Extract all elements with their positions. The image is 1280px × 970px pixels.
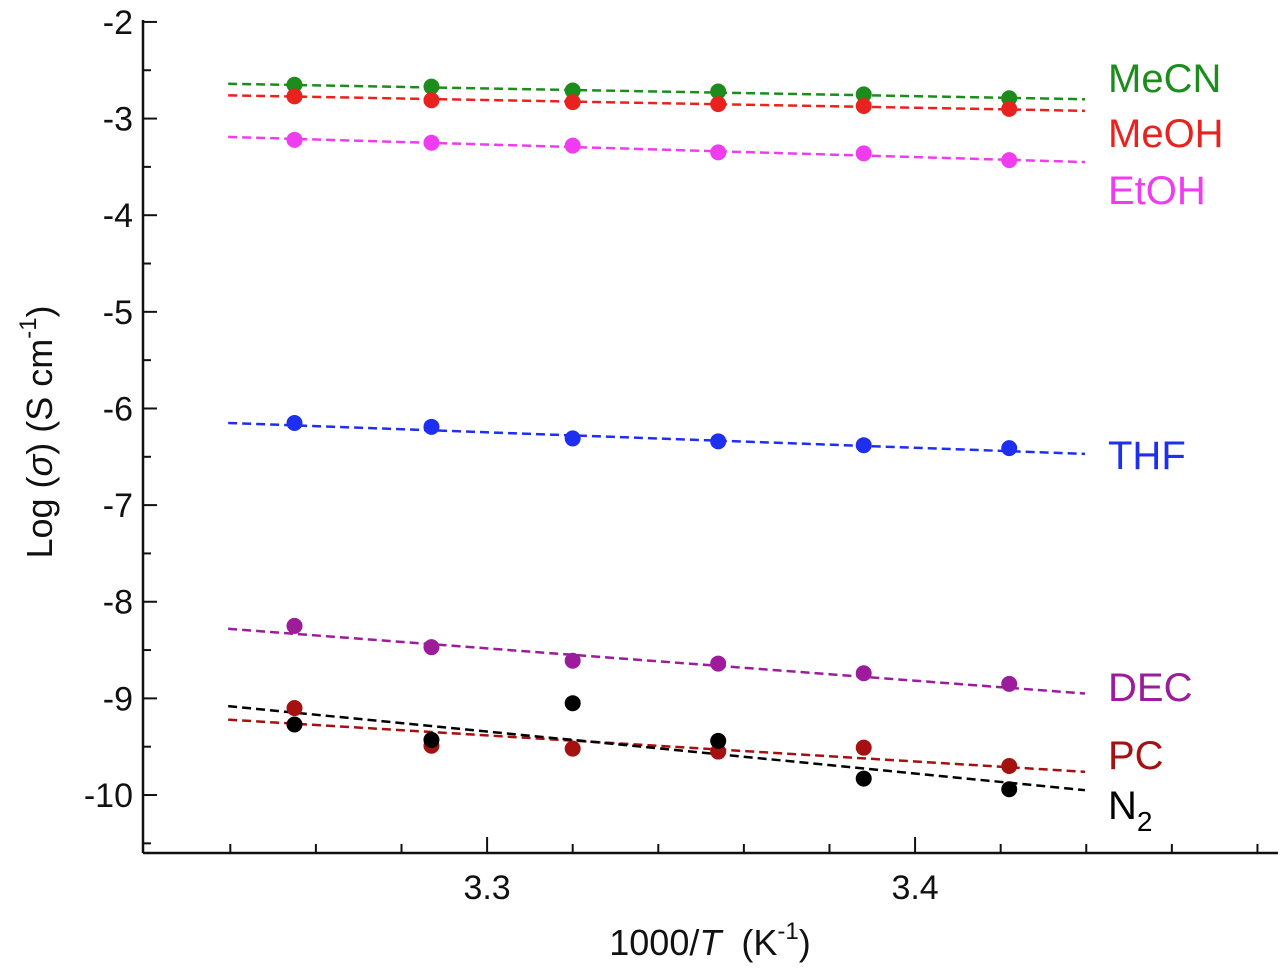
data-point-mecn <box>564 82 581 99</box>
data-point-dec <box>564 652 581 669</box>
data-point-etoh <box>564 137 581 154</box>
y-tick-label: -9 <box>103 680 133 718</box>
data-point-thf <box>423 418 440 435</box>
data-point-n <box>855 770 872 787</box>
fit-line-etoh <box>228 135 1086 164</box>
y-tick-label: -10 <box>84 777 133 815</box>
data-point-mecn <box>423 78 440 95</box>
fit-line-thf <box>228 421 1086 456</box>
data-point-etoh <box>1001 152 1018 169</box>
y-title-unit: ) (S cm <box>19 339 60 455</box>
axes: -2 -3 -4 -5 -6 -7 -8 -9 -10 3.3 3.4 <box>84 4 1278 907</box>
data-point-mecn <box>286 76 303 93</box>
y-tick-label: -8 <box>103 584 133 622</box>
data-point-n <box>286 716 303 733</box>
y-tick-label: -2 <box>103 4 133 42</box>
series-label-meoh: MeOH <box>1108 112 1224 156</box>
data-point-n <box>423 731 440 748</box>
fit-line-n <box>228 704 1086 792</box>
y-axis-title: Log (σ) (S cm-1) <box>15 305 60 558</box>
data-point-mecn <box>710 83 727 100</box>
series-labels: MeCN MeOH EtOH THF DEC PC N2 <box>1108 57 1224 837</box>
y-title-var: σ <box>19 453 60 476</box>
data-point-thf <box>1001 440 1018 457</box>
y-tick-label: -3 <box>103 101 133 139</box>
data-point-etoh <box>286 131 303 148</box>
data-point-thf <box>855 437 872 454</box>
x-tick-label: 3.3 <box>463 869 510 907</box>
data-point-pc <box>855 739 872 756</box>
x-tick-label: 3.4 <box>891 869 938 907</box>
data-point-meoh <box>564 94 581 111</box>
data-point-meoh <box>1001 100 1018 117</box>
x-title-prefix: 1000/ <box>609 922 699 963</box>
data-point-dec <box>286 617 303 634</box>
data-point-dec <box>1001 675 1018 692</box>
data-point-thf <box>286 414 303 431</box>
data-point-meoh <box>710 96 727 113</box>
data-point-thf <box>564 430 581 447</box>
series-label-etoh: EtOH <box>1108 169 1206 213</box>
x-title-var: T <box>699 922 724 963</box>
data-point-dec <box>423 639 440 656</box>
data-point-mecn <box>855 86 872 103</box>
data-point-meoh <box>855 98 872 115</box>
data-point-etoh <box>423 134 440 151</box>
y-tick-label: -7 <box>103 487 133 525</box>
x-axis-title: 1000/T (K-1) <box>609 918 810 963</box>
data-point-pc <box>564 740 581 757</box>
data-points <box>286 76 1018 798</box>
x-title-close: ) <box>799 922 811 963</box>
data-point-meoh <box>423 92 440 109</box>
series-label-subscript: 2 <box>1137 806 1153 837</box>
fit-lines <box>228 82 1086 792</box>
series-label-pc: PC <box>1108 734 1164 778</box>
data-point-pc <box>286 700 303 717</box>
data-point-n <box>564 695 581 712</box>
data-point-meoh <box>286 88 303 105</box>
y-title-sup: -1 <box>15 317 42 338</box>
y-title-close: ) <box>19 305 60 317</box>
data-point-etoh <box>855 145 872 162</box>
data-point-dec <box>710 655 727 672</box>
fit-line-mecn <box>228 82 1086 101</box>
y-tick-label: -5 <box>103 294 133 332</box>
data-point-pc <box>1001 758 1018 775</box>
series-label-n: N2 <box>1108 784 1152 837</box>
series-label-dec: DEC <box>1108 666 1192 710</box>
y-tick-label: -4 <box>103 197 133 235</box>
y-title-prefix: Log ( <box>19 476 60 558</box>
series-label-thf: THF <box>1108 434 1186 478</box>
series-label-mecn: MeCN <box>1108 57 1221 101</box>
x-title-sup: -1 <box>777 918 798 945</box>
data-point-n <box>1001 781 1018 798</box>
fit-line-pc <box>228 718 1086 774</box>
data-point-dec <box>855 665 872 682</box>
data-point-thf <box>710 433 727 450</box>
data-point-n <box>710 732 727 749</box>
data-point-etoh <box>710 144 727 161</box>
fit-line-meoh <box>228 94 1086 113</box>
fit-line-dec <box>228 627 1086 695</box>
y-tick-label: -6 <box>103 390 133 428</box>
x-title-unit: (K <box>721 922 777 963</box>
